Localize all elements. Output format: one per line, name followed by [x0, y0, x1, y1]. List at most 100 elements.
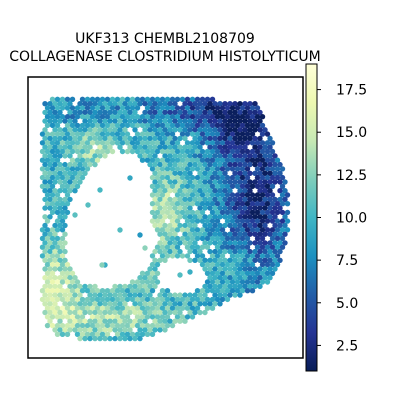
spot	[117, 283, 123, 290]
spot	[42, 257, 48, 263]
spot	[42, 161, 48, 168]
spot	[144, 331, 151, 337]
spot	[149, 122, 156, 129]
spot	[54, 157, 61, 163]
spot	[127, 335, 133, 342]
spot	[244, 122, 251, 129]
spot	[159, 288, 166, 294]
spot	[64, 105, 71, 111]
spot	[122, 301, 128, 307]
spot	[252, 231, 258, 237]
spot	[197, 257, 203, 263]
spot	[137, 101, 143, 107]
spot	[187, 101, 193, 107]
spot	[162, 301, 168, 307]
spot	[179, 296, 186, 303]
spot	[84, 131, 91, 137]
spot	[97, 327, 103, 333]
spot	[127, 318, 133, 324]
spot	[62, 231, 68, 237]
spot	[49, 261, 56, 268]
spot	[262, 196, 268, 203]
spot	[269, 218, 276, 224]
spot	[62, 205, 68, 211]
spot	[167, 109, 173, 116]
spot	[217, 248, 223, 255]
spot	[254, 148, 261, 155]
spot	[139, 314, 146, 320]
spot	[197, 170, 203, 176]
spot	[72, 301, 78, 307]
spot	[274, 174, 281, 181]
spot	[149, 218, 156, 224]
spot	[119, 122, 126, 129]
spot	[154, 314, 161, 320]
spot	[192, 144, 198, 150]
spot	[242, 257, 248, 263]
spot	[234, 114, 241, 120]
spot	[239, 131, 246, 137]
spot	[229, 148, 236, 155]
spot	[197, 214, 203, 220]
spot	[47, 101, 53, 107]
spot	[177, 309, 183, 316]
spot	[114, 96, 121, 103]
spot	[244, 201, 251, 207]
spot	[254, 140, 261, 146]
spot	[159, 148, 166, 155]
spot	[134, 314, 141, 320]
spot	[257, 283, 263, 290]
spot	[259, 218, 266, 224]
spot	[159, 192, 166, 198]
spot	[104, 322, 111, 329]
spot	[214, 261, 221, 268]
spot	[99, 262, 105, 268]
spot	[224, 148, 231, 155]
spot	[59, 174, 66, 181]
spot	[177, 272, 183, 278]
spot	[234, 253, 241, 259]
spot	[179, 314, 186, 320]
spot	[59, 114, 66, 120]
spot	[152, 309, 158, 316]
spot	[42, 188, 48, 194]
spot	[254, 235, 261, 242]
spot	[222, 144, 228, 150]
spot	[234, 166, 241, 172]
spot	[67, 188, 73, 194]
spot	[54, 253, 61, 259]
spot	[209, 288, 216, 294]
spot	[202, 101, 208, 107]
spot	[164, 114, 171, 120]
spot	[199, 261, 206, 268]
spot	[87, 327, 93, 333]
spot	[264, 148, 271, 155]
spot	[99, 288, 106, 294]
spot	[262, 179, 268, 185]
spot	[57, 275, 63, 281]
spot	[139, 296, 146, 303]
spot	[239, 174, 246, 181]
spot	[229, 261, 236, 268]
spot	[224, 279, 231, 285]
spot	[284, 227, 291, 233]
spot	[82, 109, 88, 116]
spot	[154, 105, 161, 111]
spot	[222, 135, 228, 142]
spot	[172, 153, 178, 159]
spot	[114, 322, 121, 329]
spot	[44, 227, 51, 233]
spot	[77, 153, 83, 159]
spot	[64, 279, 71, 285]
spot	[147, 275, 153, 281]
spot	[152, 205, 158, 211]
spot	[117, 335, 123, 342]
spot	[44, 244, 51, 250]
spot	[227, 231, 233, 237]
spot	[272, 170, 278, 176]
spot	[274, 235, 281, 242]
spot	[142, 292, 148, 298]
spot	[152, 161, 158, 168]
spot	[239, 157, 246, 163]
spot	[54, 279, 61, 285]
